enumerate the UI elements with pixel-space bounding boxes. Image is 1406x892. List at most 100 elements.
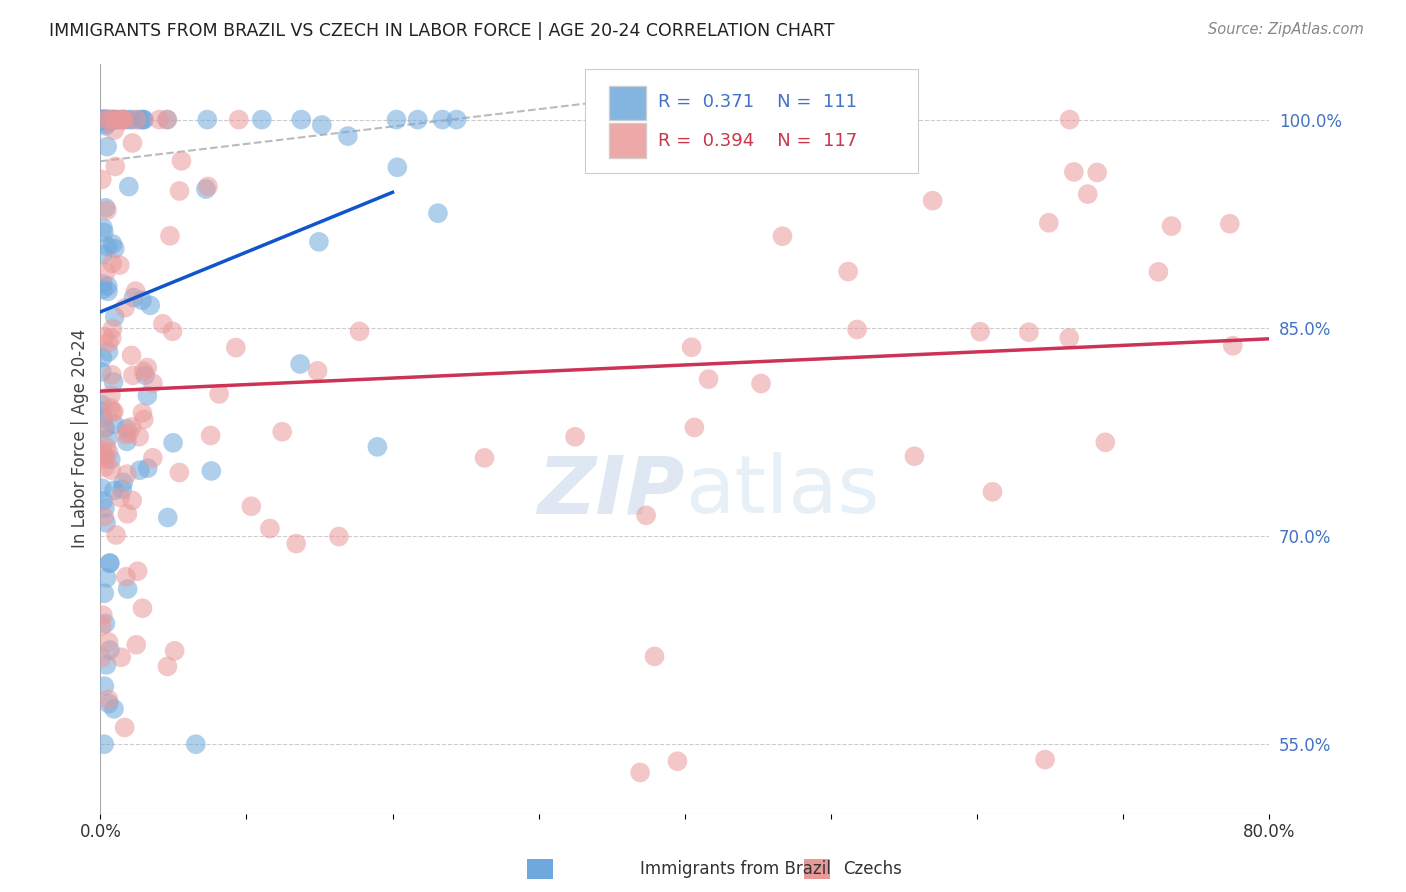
Point xyxy=(91,277,114,291)
Point xyxy=(903,449,925,463)
Point xyxy=(90,112,112,127)
Point xyxy=(103,404,125,418)
Point xyxy=(97,635,120,649)
Point xyxy=(148,112,170,127)
Point xyxy=(96,112,118,127)
Point xyxy=(366,440,388,454)
Point xyxy=(111,112,134,127)
Point xyxy=(101,405,124,419)
Point xyxy=(1057,331,1080,345)
Point xyxy=(208,387,231,401)
Point xyxy=(117,507,139,521)
Point xyxy=(93,112,115,127)
Point xyxy=(94,201,117,215)
Point xyxy=(124,284,146,298)
Point xyxy=(681,340,703,354)
Point xyxy=(90,619,112,633)
Point xyxy=(1160,219,1182,233)
Point xyxy=(136,461,159,475)
Point xyxy=(94,452,117,467)
Point xyxy=(162,324,184,338)
Point xyxy=(121,493,143,508)
Point xyxy=(118,112,141,127)
Point xyxy=(98,643,121,657)
Point xyxy=(122,291,145,305)
Point xyxy=(152,317,174,331)
Point xyxy=(288,357,311,371)
Text: ZIP: ZIP xyxy=(537,452,685,531)
Point xyxy=(93,420,115,434)
Point xyxy=(121,368,143,383)
Point xyxy=(103,702,125,716)
Point xyxy=(97,445,120,459)
Point xyxy=(111,112,134,127)
Point xyxy=(91,494,114,508)
Point xyxy=(104,160,127,174)
Point xyxy=(94,616,117,631)
Point xyxy=(117,582,139,596)
Point xyxy=(97,112,120,127)
FancyBboxPatch shape xyxy=(609,123,647,158)
Point xyxy=(628,765,651,780)
Point xyxy=(91,247,114,261)
Point xyxy=(91,351,114,365)
Point xyxy=(90,404,112,418)
Point xyxy=(200,428,222,442)
Point xyxy=(90,112,112,127)
Point xyxy=(93,226,115,240)
Point xyxy=(118,179,141,194)
Point xyxy=(131,601,153,615)
Point xyxy=(100,463,122,477)
Point xyxy=(100,452,122,467)
Point xyxy=(749,376,772,391)
Point xyxy=(100,113,122,128)
Point xyxy=(101,322,124,336)
Point xyxy=(93,448,115,462)
Point xyxy=(111,112,134,127)
Point xyxy=(93,509,115,524)
Point xyxy=(197,179,219,194)
Point xyxy=(285,536,308,550)
Point xyxy=(1063,165,1085,179)
Point xyxy=(156,112,179,127)
Point xyxy=(128,463,150,477)
Point xyxy=(156,659,179,673)
Point xyxy=(91,608,114,623)
Point xyxy=(97,692,120,706)
Point xyxy=(93,112,115,127)
Point xyxy=(683,420,706,434)
Point xyxy=(195,112,218,127)
Point xyxy=(94,119,117,133)
Point xyxy=(131,406,153,420)
Text: Czechs: Czechs xyxy=(844,860,903,878)
Point xyxy=(837,264,859,278)
Point xyxy=(105,528,128,542)
Point xyxy=(156,112,179,127)
Point xyxy=(121,136,143,150)
Point xyxy=(564,430,586,444)
Point xyxy=(474,450,496,465)
Point xyxy=(328,530,350,544)
Point xyxy=(90,443,112,458)
Point xyxy=(112,112,135,127)
Point xyxy=(156,510,179,524)
Point xyxy=(128,112,150,127)
Point xyxy=(93,112,115,127)
Point xyxy=(96,239,118,253)
Point xyxy=(170,153,193,168)
Point xyxy=(981,484,1004,499)
Point xyxy=(697,372,720,386)
Point xyxy=(385,112,408,127)
Point xyxy=(132,112,155,127)
Point xyxy=(336,129,359,144)
Point xyxy=(94,421,117,435)
Point xyxy=(101,256,124,270)
Point xyxy=(290,112,312,127)
Point xyxy=(111,483,134,497)
Point xyxy=(772,229,794,244)
Point xyxy=(103,112,125,127)
Point xyxy=(96,657,118,672)
Point xyxy=(90,172,112,186)
Point xyxy=(103,483,125,498)
Point xyxy=(93,586,115,600)
